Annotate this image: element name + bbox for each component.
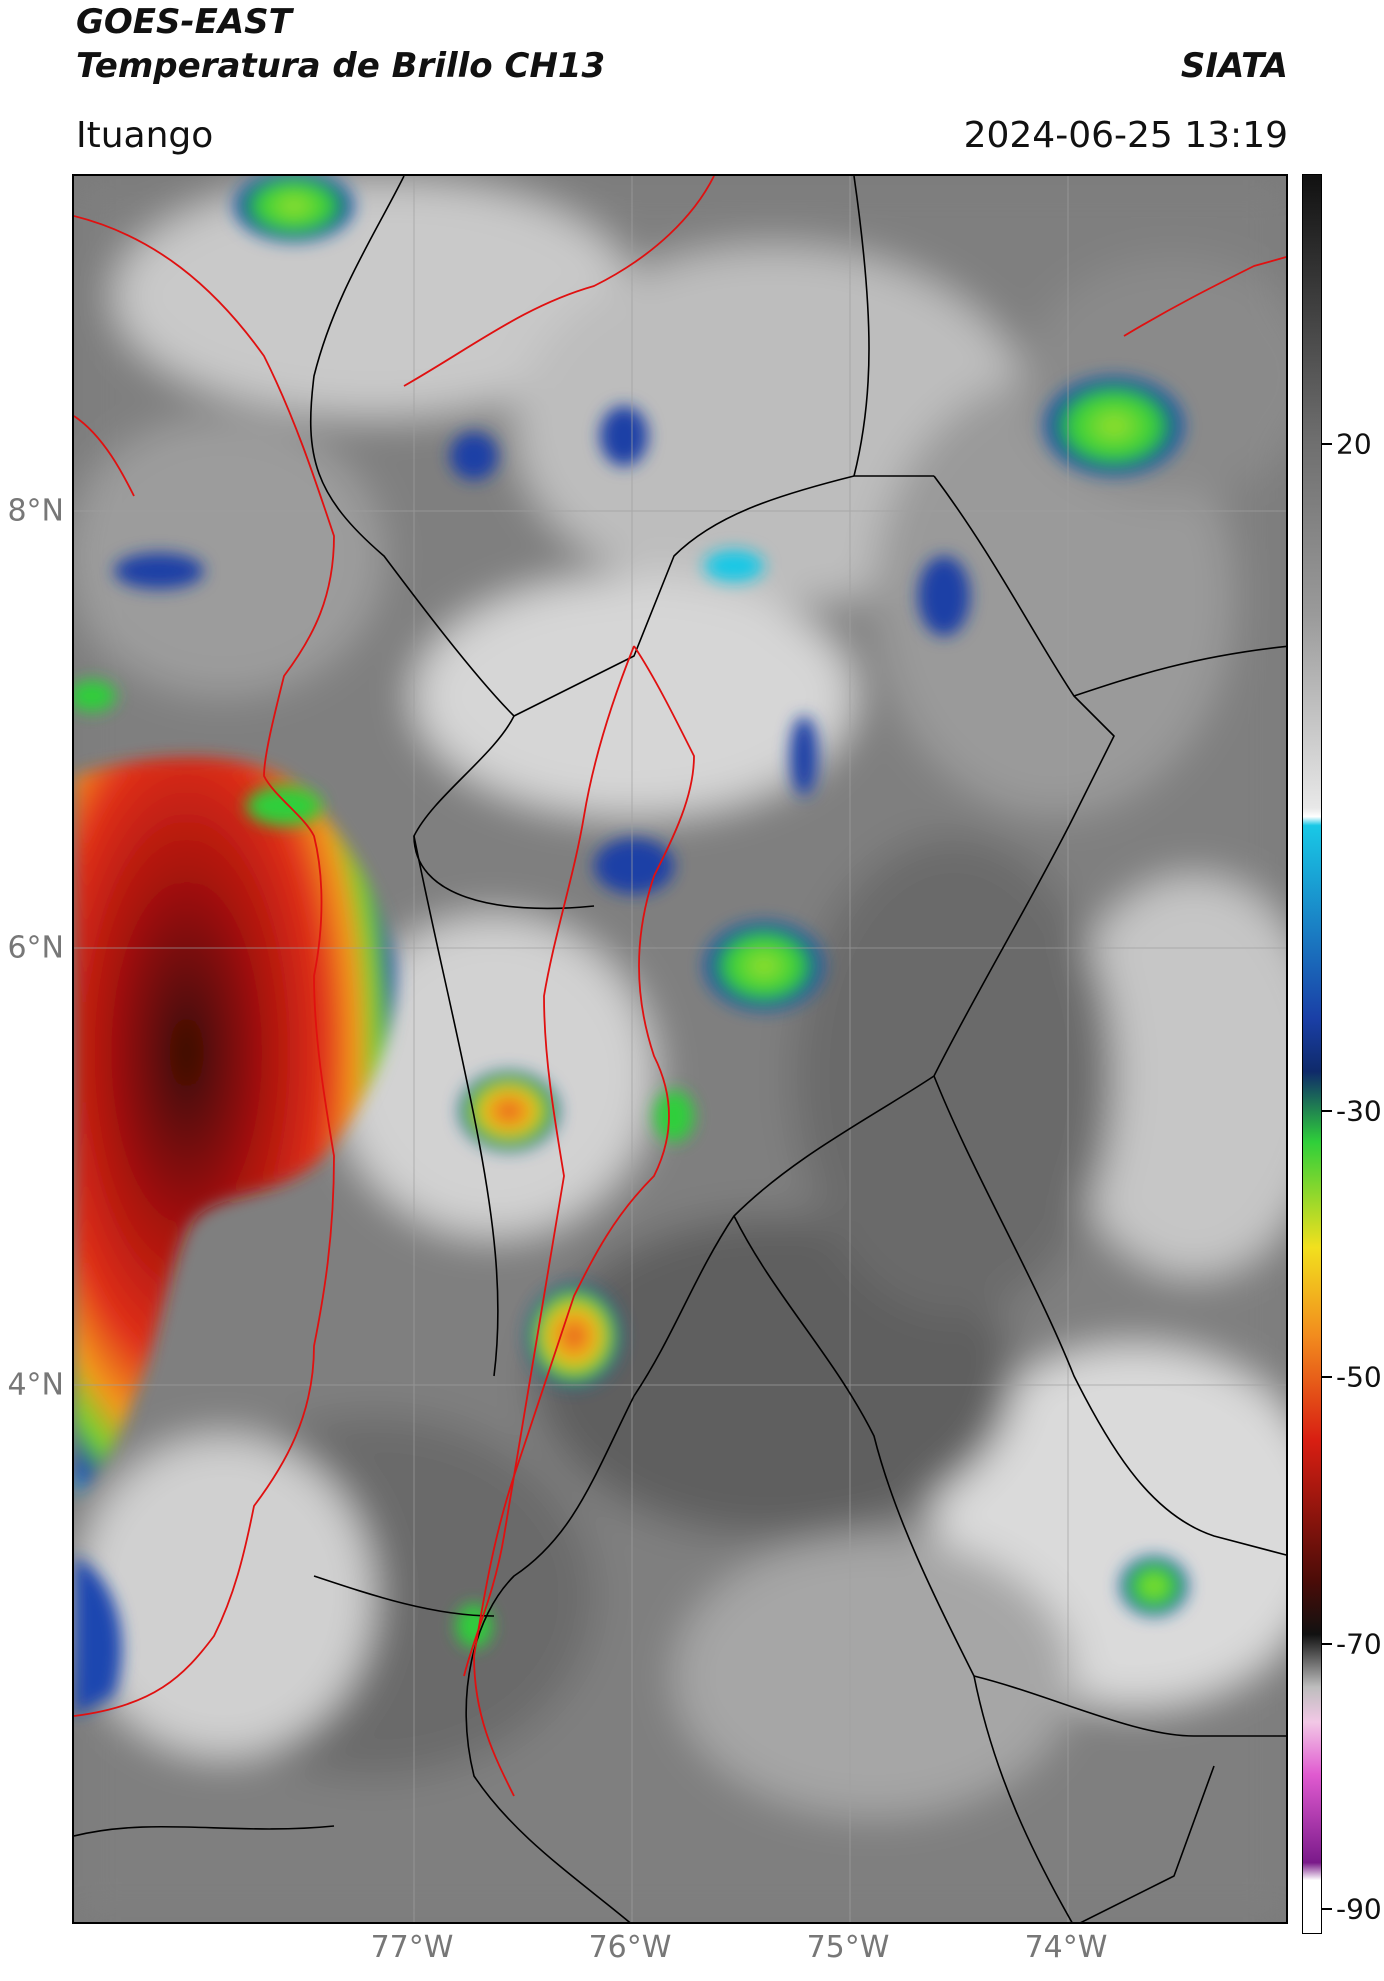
product-name: Temperatura de Brillo CH13	[76, 46, 606, 86]
satellite-map	[72, 174, 1288, 1924]
lon-label-77w: 77°W	[370, 1930, 454, 1965]
colorbar-label-minus70: -70	[1336, 1627, 1382, 1661]
timestamp: 2024-06-25 13:19	[963, 115, 1288, 156]
colorbar-label-minus90: -90	[1336, 1892, 1382, 1926]
org-name: SIATA	[1180, 46, 1288, 86]
admin-borders	[74, 176, 1286, 1922]
colorbar-tick	[1322, 443, 1332, 445]
colorbar-label-minus30: -30	[1336, 1094, 1382, 1128]
coastline-and-watershed	[74, 176, 1286, 1797]
lon-label-74w: 74°W	[1024, 1930, 1108, 1965]
map-canvas	[74, 176, 1286, 1922]
convective-cells	[74, 176, 1188, 1648]
colorbar-tick	[1322, 1908, 1332, 1910]
satellite-name: GOES-EAST	[76, 2, 292, 42]
lon-label-75w: 75°W	[806, 1930, 890, 1965]
colorbar-label-minus50: -50	[1336, 1360, 1382, 1394]
colorbar	[1302, 174, 1322, 1934]
colorbar-tick	[1322, 1110, 1332, 1112]
region-name: Ituango	[76, 115, 214, 156]
storm-system-west	[74, 757, 396, 1716]
graticule	[74, 176, 1286, 1922]
title-block: GOES-EAST Temperatura de Brillo CH13	[76, 0, 605, 88]
colorbar-tick	[1322, 1643, 1332, 1645]
lat-label-6n: 6°N	[7, 930, 64, 966]
lon-label-76w: 76°W	[588, 1930, 672, 1965]
colorbar-label-20: 20	[1336, 427, 1372, 461]
lat-label-4n: 4°N	[7, 1367, 64, 1403]
colorbar-tick	[1322, 1376, 1332, 1378]
lat-label-8n: 8°N	[7, 493, 64, 529]
